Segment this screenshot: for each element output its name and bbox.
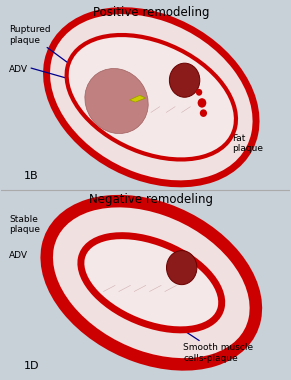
Ellipse shape [67,35,236,160]
Text: 1B: 1B [24,171,38,180]
Polygon shape [129,95,146,102]
Text: ADV: ADV [9,65,29,74]
Ellipse shape [166,250,197,285]
Ellipse shape [47,11,256,184]
Ellipse shape [200,109,207,117]
Text: 1D: 1D [24,361,39,371]
Text: ADV: ADV [9,250,29,260]
Text: Stable
plaque: Stable plaque [9,215,40,234]
Ellipse shape [196,89,202,96]
Ellipse shape [47,201,256,364]
Text: Ruptured
plaque: Ruptured plaque [9,25,94,82]
Ellipse shape [198,98,206,108]
Text: Fat
plaque: Fat plaque [148,101,263,154]
Text: Positive remodeling: Positive remodeling [93,6,210,19]
Ellipse shape [85,68,148,133]
Text: Negative remodeling: Negative remodeling [89,193,213,206]
Text: Smooth muscle
cells-plaque: Smooth muscle cells-plaque [136,299,253,363]
Ellipse shape [169,63,200,97]
Ellipse shape [81,236,222,330]
